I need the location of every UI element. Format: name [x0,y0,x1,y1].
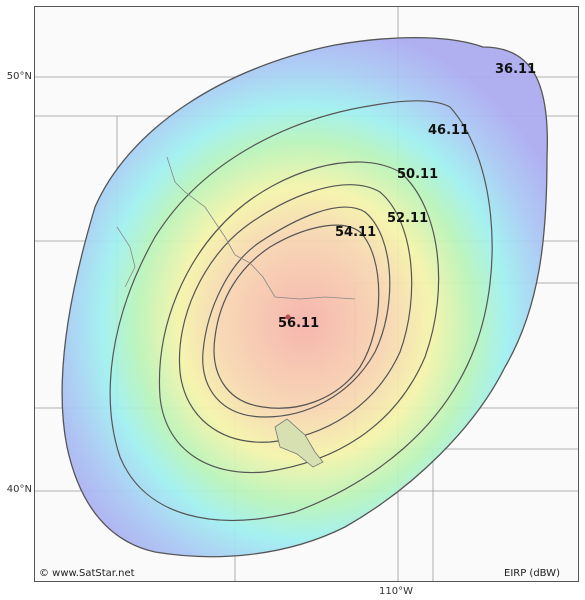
latitude-label-40n: 40°N [6,484,32,495]
latitude-label-50n: 50°N [6,71,32,82]
beam-footprint [61,36,549,558]
coverage-map: 36.11 46.11 50.11 52.11 54.11 56.11 [35,7,578,581]
map-frame: 36.11 46.11 50.11 52.11 54.11 56.11 [34,6,579,582]
political-borders [116,156,356,300]
contour-label-50: 50.11 [397,167,438,182]
contour-lines [109,100,493,521]
legend-unit: EIRP (dBW) [504,568,560,579]
beam-peak-marker [285,314,291,320]
contour-label-56: 56.11 [278,316,319,331]
copyright-text: © www.SatStar.net [39,568,135,579]
contour-label-46: 46.11 [428,123,469,138]
contour-label-36: 36.11 [495,62,536,77]
contour-label-52: 52.11 [387,211,428,226]
great-salt-lake [274,418,324,468]
longitude-label-110w: 110°W [379,586,413,597]
contour-label-54: 54.11 [335,225,376,240]
